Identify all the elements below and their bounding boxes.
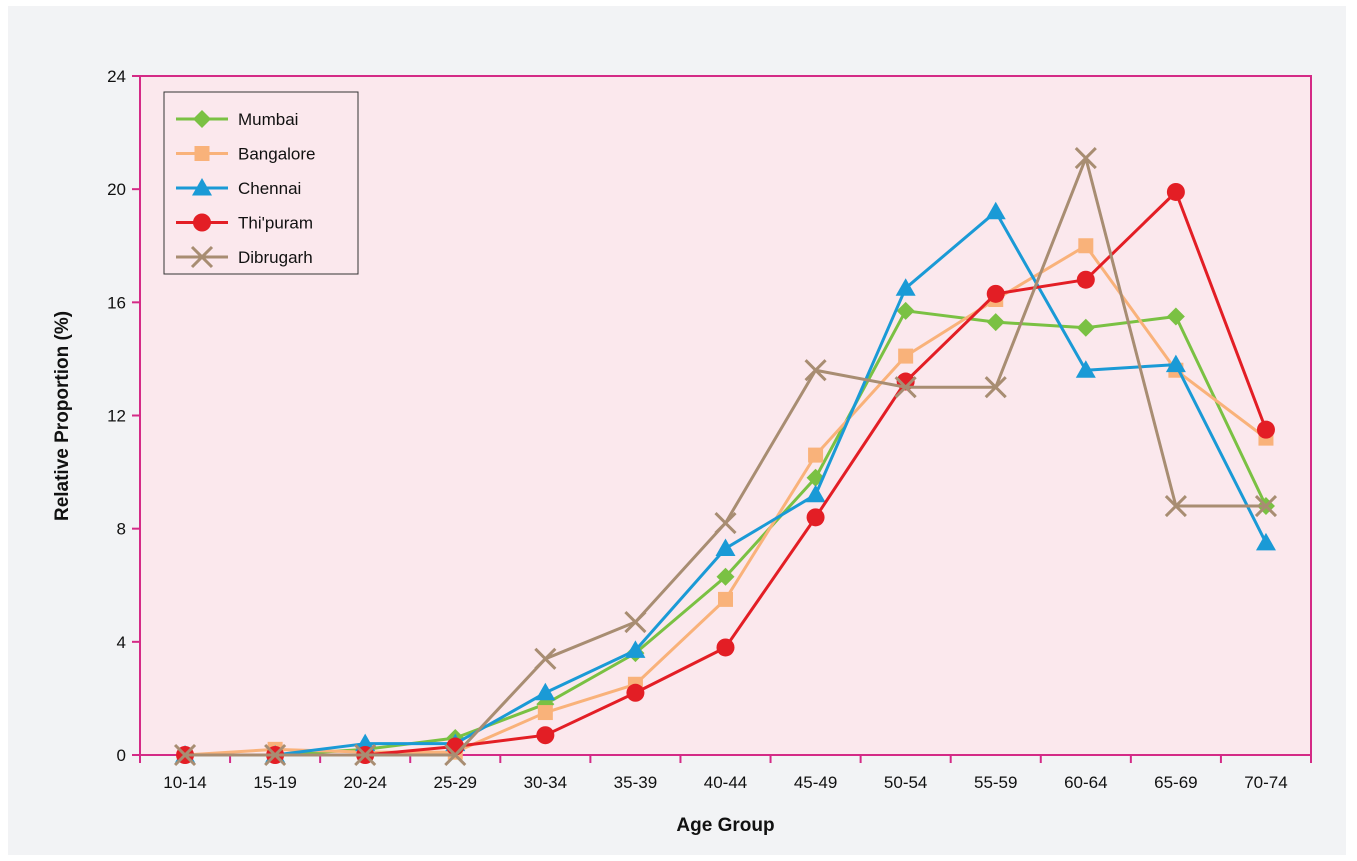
data-point	[1255, 532, 1276, 551]
data-point	[896, 301, 915, 320]
x-axis-title: Age Group	[676, 815, 774, 836]
data-point	[1076, 318, 1095, 337]
data-point	[985, 201, 1006, 220]
data-point	[804, 359, 827, 382]
y-axis-title: Relative Proportion (%)	[52, 311, 73, 521]
legend-marker	[192, 178, 212, 196]
data-point	[1254, 494, 1278, 518]
data-point	[714, 511, 737, 535]
x-tick-label: 60-64	[1064, 773, 1107, 792]
data-point	[898, 348, 914, 364]
data-point	[444, 743, 467, 767]
legend-marker	[194, 146, 210, 161]
data-point	[808, 447, 824, 463]
x-tick-label: 15-19	[253, 773, 296, 792]
x-tick-label: 45-49	[794, 773, 837, 792]
x-tick-label: 25-29	[434, 773, 477, 792]
y-tick-label: 4	[117, 633, 126, 652]
y-tick-label: 0	[117, 746, 126, 765]
data-point	[1166, 182, 1185, 201]
legend-label: Thi'puram	[238, 214, 313, 233]
data-point	[173, 743, 197, 767]
data-point	[535, 682, 556, 701]
data-point	[1256, 420, 1275, 439]
y-tick-label: 16	[107, 293, 126, 312]
data-point	[624, 610, 647, 634]
series-dibrugarh	[173, 146, 1278, 767]
data-point	[534, 647, 557, 670]
x-tick-label: 10-14	[163, 773, 206, 792]
data-point	[536, 726, 555, 745]
legend-label: Chennai	[238, 179, 301, 198]
y-tick-label: 8	[117, 520, 126, 539]
legend-label: Mumbai	[238, 110, 298, 129]
data-point	[537, 705, 553, 721]
x-tick-label: 65-69	[1154, 773, 1197, 792]
y-tick-label: 24	[107, 67, 126, 86]
data-point	[355, 733, 376, 752]
data-point	[1165, 354, 1186, 373]
x-tick-label: 55-59	[974, 773, 1017, 792]
data-point	[1074, 146, 1097, 170]
data-point	[716, 638, 735, 657]
data-point	[715, 538, 736, 556]
x-tick-label: 20-24	[343, 773, 386, 792]
legend-label: Bangalore	[238, 145, 316, 164]
x-tick-label: 40-44	[704, 773, 747, 792]
legend-box	[163, 91, 359, 275]
data-point	[716, 567, 735, 586]
data-point	[1078, 238, 1094, 254]
data-point	[625, 640, 646, 658]
legend-label: Dibrugarh	[238, 248, 313, 267]
data-point	[1075, 360, 1096, 378]
legend-marker	[193, 110, 211, 128]
data-point	[984, 376, 1007, 399]
data-point	[718, 591, 733, 607]
series-layer	[173, 146, 1278, 767]
y-tick-label: 12	[107, 407, 126, 426]
data-point	[1166, 307, 1185, 326]
legend: Mumbai Bangalore Chennai Thi'puram Dibrugarh	[163, 91, 359, 275]
x-tick-label: 50-54	[884, 773, 927, 792]
legend-marker	[193, 213, 211, 232]
data-point	[986, 284, 1005, 303]
data-point	[805, 484, 826, 503]
line-chart: 0 4 8 12 16 20 24 10-14 15-19 20-24 25-29 30-34 35-3…	[52, 67, 1312, 836]
legend-marker	[190, 245, 214, 269]
data-point	[894, 376, 917, 399]
data-point	[1164, 494, 1187, 518]
data-point	[354, 743, 377, 767]
x-tick-label: 70-74	[1244, 773, 1287, 792]
data-point	[806, 508, 825, 527]
y-tick-label: 20	[107, 180, 126, 199]
data-point	[264, 743, 287, 767]
data-point	[1076, 270, 1095, 289]
x-tick-label: 35-39	[614, 773, 657, 792]
data-point	[895, 278, 916, 296]
chart-frame: 0 4 8 12 16 20 24 10-14 15-19 20-24 25-29 30-34 35-3…	[8, 6, 1346, 855]
data-point	[626, 683, 645, 702]
axis-ticks: 0 4 8 12 16 20 24 10-14 15-19 20-24 25-29 30-34 35-3…	[107, 67, 1312, 792]
data-point	[986, 313, 1005, 332]
x-tick-label: 30-34	[524, 773, 567, 792]
